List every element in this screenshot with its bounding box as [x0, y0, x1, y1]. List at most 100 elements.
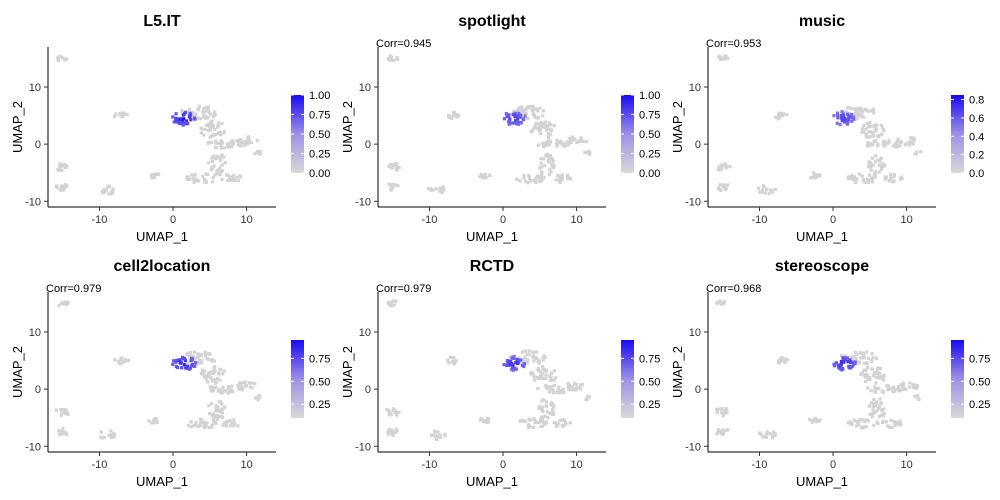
cell-point [721, 301, 725, 305]
cell-point [216, 389, 220, 393]
cell-point [868, 135, 872, 139]
cell-point [862, 361, 866, 365]
cell-point [540, 173, 544, 177]
colorbar-tick-label: 0.50 [639, 376, 660, 388]
cell-point [178, 360, 182, 364]
cell-point [526, 106, 530, 110]
cell-point [258, 149, 263, 154]
cell-point [123, 359, 127, 363]
cell-point [865, 121, 869, 126]
cell-point [541, 415, 545, 419]
y-tick-label: 10 [359, 82, 371, 94]
cell-point [152, 418, 156, 422]
x-axis-label: UMAP_1 [466, 474, 518, 489]
cell-point [525, 361, 530, 365]
cell-point [485, 420, 489, 425]
cell-point [892, 389, 897, 393]
cell-point [895, 387, 899, 392]
cell-point [881, 127, 886, 132]
cell-point [839, 354, 844, 358]
cell-point [539, 161, 543, 165]
cell-point [875, 369, 879, 373]
cell-point [815, 420, 819, 424]
cell-point [180, 108, 184, 113]
cell-point [777, 360, 781, 365]
cell-point [246, 136, 251, 140]
cell-point [513, 111, 517, 115]
cell-point [715, 432, 719, 436]
colorbar [951, 340, 964, 418]
cell-point [780, 356, 784, 360]
chart-title: stereoscope [775, 258, 869, 275]
cell-point [544, 400, 548, 404]
cell-point [219, 400, 223, 404]
cell-point [554, 424, 559, 428]
cell-point [221, 389, 226, 394]
cell-point [536, 366, 541, 370]
cell-point [241, 386, 245, 390]
cell-point [64, 57, 69, 61]
cell-point [507, 360, 512, 364]
cell-point [542, 398, 546, 402]
cell-point [884, 420, 888, 424]
cell-point [389, 412, 393, 417]
cell-point [113, 358, 117, 362]
cell-point [873, 404, 878, 408]
cell-point [852, 115, 856, 119]
cell-point [917, 397, 921, 401]
cell-point [870, 360, 874, 364]
cell-point [440, 190, 444, 195]
cell-point [221, 407, 225, 411]
cell-point [717, 165, 721, 169]
cell-point [220, 402, 224, 406]
cell-point [63, 183, 67, 187]
cell-point [774, 115, 778, 120]
cell-point [548, 154, 552, 158]
cell-point [231, 178, 235, 182]
cell-point [894, 145, 898, 149]
cell-point [221, 141, 225, 145]
cell-point [193, 172, 197, 177]
cell-point [215, 125, 219, 129]
cell-point [188, 350, 193, 355]
chart-title: RCTD [470, 258, 514, 275]
cell-point [861, 178, 865, 182]
cell-point [538, 127, 543, 132]
cell-point [102, 435, 106, 440]
cell-point [566, 386, 570, 391]
cell-point [587, 395, 591, 399]
cell-point [870, 358, 874, 362]
cell-point [196, 352, 200, 356]
cell-point [205, 356, 209, 361]
cell-point [760, 188, 765, 192]
cell-point [522, 362, 526, 366]
cell-point [539, 424, 543, 429]
cell-point [882, 373, 886, 377]
cell-point [586, 394, 590, 398]
cell-point [867, 173, 872, 177]
cell-point [854, 356, 858, 360]
cell-point [219, 146, 223, 150]
cell-point [841, 356, 845, 360]
cell-point [426, 187, 431, 191]
cell-point [841, 112, 845, 116]
cell-point [152, 172, 156, 177]
cell-point [864, 132, 869, 136]
cell-point [814, 173, 818, 177]
cell-point [868, 124, 872, 128]
x-tick-label: 0 [830, 459, 836, 471]
cell-point [479, 172, 483, 176]
cell-point [541, 376, 545, 381]
x-tick-label: -10 [92, 214, 108, 226]
cell-point [874, 371, 878, 375]
cell-point [889, 173, 893, 177]
cell-point [885, 384, 889, 388]
cell-point [545, 142, 549, 147]
cell-point [871, 408, 875, 412]
cell-point [104, 188, 108, 192]
cell-point [394, 430, 398, 434]
cell-point [908, 381, 912, 385]
cell-point [255, 151, 259, 155]
cell-point [872, 423, 876, 427]
cell-point [846, 121, 850, 125]
